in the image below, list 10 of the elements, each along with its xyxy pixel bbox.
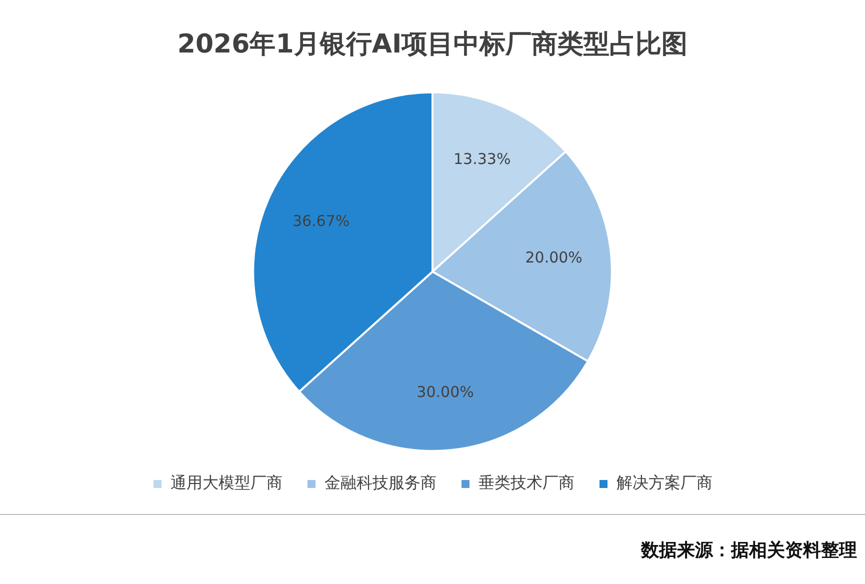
data-label: 20.00% [525, 248, 582, 267]
legend-label: 解决方案厂商 [616, 473, 712, 492]
legend-label: 金融科技服务商 [324, 473, 436, 492]
legend-label: 通用大模型厂商 [170, 473, 282, 492]
data-label: 13.33% [454, 150, 511, 168]
legend-label: 垂类技术厂商 [478, 473, 574, 492]
source-note: 数据来源：据相关资料整理 [641, 539, 857, 562]
data-label: 36.67% [292, 212, 350, 230]
data-label: 30.00% [416, 382, 474, 401]
chart-title: 2026年1月银行AI项目中标厂商类型占比图 [177, 29, 688, 60]
